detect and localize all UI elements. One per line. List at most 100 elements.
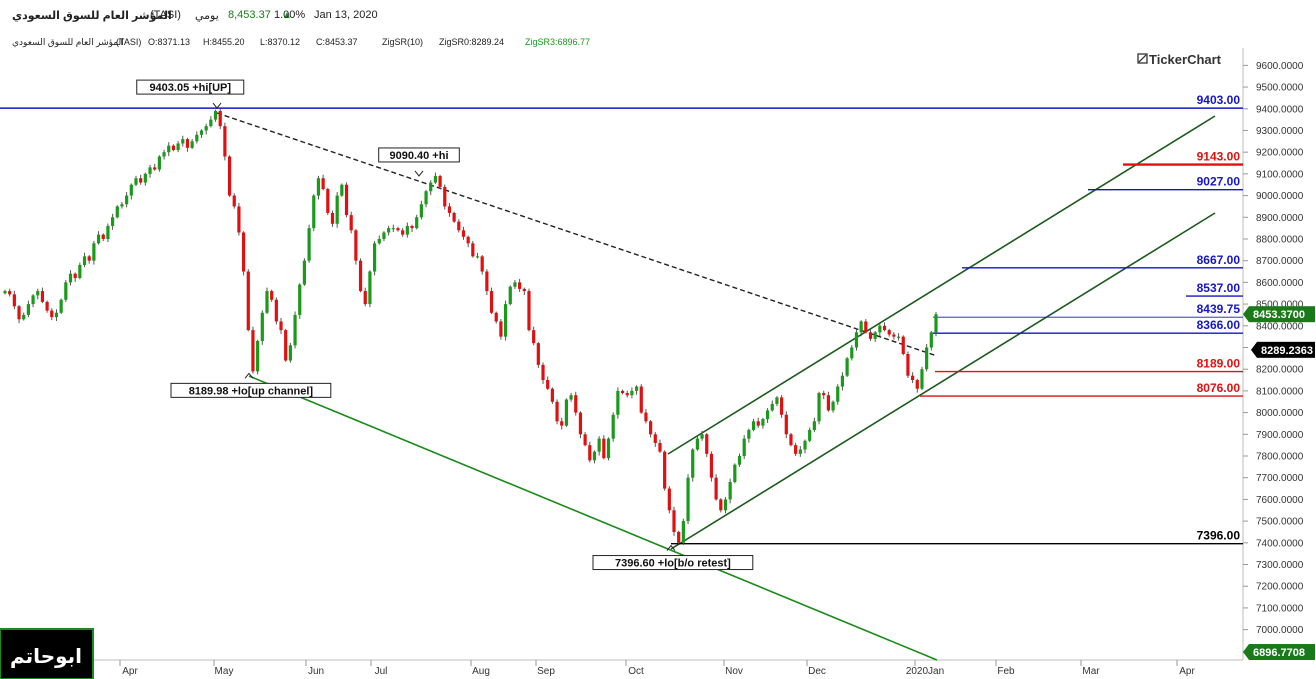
candle-body: [527, 291, 531, 331]
ohlc-open: O:8371.13: [148, 37, 191, 47]
candle-body: [87, 256, 91, 261]
candle-body: [812, 421, 816, 430]
candle-body: [195, 134, 199, 142]
candle-body: [270, 291, 274, 300]
candle-body: [887, 330, 891, 335]
lower-down-channel-line: [248, 375, 938, 661]
level-label: 7396.00: [1197, 529, 1241, 543]
candle-body: [204, 126, 208, 131]
price-tag-label: 8453.3700: [1253, 309, 1305, 321]
candle-body: [541, 364, 545, 381]
candle-body: [653, 434, 657, 443]
candle-body: [106, 225, 110, 239]
candle-body: [424, 191, 428, 205]
candle-body: [31, 295, 35, 305]
candle-body: [143, 173, 147, 183]
candle-body: [911, 375, 915, 381]
candle-body: [649, 421, 653, 435]
candle-body: [387, 228, 391, 233]
candle-body: [569, 395, 573, 400]
candle-body: [139, 178, 143, 183]
candle-body: [307, 228, 311, 261]
candle-body: [808, 429, 812, 441]
candle-body: [312, 195, 316, 229]
candle-body: [326, 189, 330, 213]
candle-body: [438, 176, 442, 187]
candle-body: [494, 312, 498, 322]
up-channel-lower-line: [670, 212, 1216, 550]
dashed-downtrend-line: [216, 112, 938, 357]
y-tick-label: 7800.0000: [1256, 452, 1304, 463]
pivot-label-box: [136, 79, 245, 95]
pivot-label-box: [170, 382, 332, 398]
y-tick-label: 8800.0000: [1256, 234, 1304, 245]
candle-body: [36, 291, 40, 296]
y-tick-label: 7400.0000: [1256, 538, 1304, 549]
candle-body: [733, 464, 737, 483]
candle-body: [822, 393, 826, 396]
candle-body: [316, 178, 321, 196]
candle-body: [415, 217, 419, 229]
candle-body: [606, 438, 611, 459]
candle-body: [925, 347, 929, 370]
candle-body: [709, 453, 714, 478]
candle-body: [868, 332, 873, 339]
price-tag-box: [1249, 644, 1315, 661]
x-tick-label: 2020Jan: [906, 666, 944, 677]
candle-body: [241, 232, 246, 272]
y-tick-label: 8100.0000: [1256, 386, 1304, 397]
ohlc-symbol-name: المؤشر العام للسوق السعودي: [12, 37, 124, 47]
support-resistance-levels: 9403.00 9143.00 9027.00 8667.00 8537.00 8439.…: [0, 93, 1243, 545]
candle-body: [882, 325, 887, 331]
candle-body: [340, 184, 344, 196]
candle-body: [672, 510, 676, 532]
candle-body: [302, 260, 307, 285]
candle-body: [742, 438, 746, 456]
brand-name: TickerChart: [1149, 52, 1222, 67]
candle-body: [101, 234, 105, 239]
x-tick-label: Apr: [1179, 666, 1195, 677]
candle-body: [410, 225, 414, 229]
candle-body: [499, 321, 503, 337]
candle-body: [433, 176, 438, 183]
x-tick-label: Mar: [1082, 666, 1100, 677]
candle-body: [354, 230, 358, 261]
pivot-marker: [244, 372, 254, 379]
y-tick-label: 9300.0000: [1256, 126, 1304, 137]
x-tick-label: Sep: [537, 666, 555, 677]
candle-body: [840, 375, 845, 387]
ohlc-close: C:8453.37: [316, 37, 358, 47]
trend-lines: [216, 112, 1216, 661]
candle-body: [22, 314, 26, 320]
pivot-label-box: [592, 555, 754, 571]
candle-body: [616, 390, 620, 415]
candle-body: [92, 243, 96, 261]
candle-body: [560, 421, 564, 426]
candle-body: [260, 312, 264, 341]
y-tick-label: 7500.0000: [1256, 517, 1304, 528]
candle-body: [775, 397, 779, 404]
candle-body: [120, 204, 124, 207]
candle-body: [125, 195, 129, 205]
candle-body: [199, 130, 204, 135]
candle-body: [564, 399, 569, 426]
candle-body: [321, 178, 325, 190]
candle-body: [171, 145, 176, 150]
price-tag-box: [1257, 341, 1315, 358]
x-tick-label: Oct: [628, 666, 644, 677]
candle-body: [452, 212, 456, 222]
candle-body: [789, 434, 793, 446]
candle-body: [298, 284, 302, 315]
symbol-code: (TASI): [150, 9, 181, 21]
price-tag-pointer: [1243, 306, 1249, 323]
candle-body: [611, 414, 615, 439]
candle-body: [466, 236, 470, 244]
candle-body: [667, 488, 671, 511]
y-tick-label: 8600.0000: [1256, 278, 1304, 289]
candle-body: [934, 314, 938, 333]
level-label: 9403.00: [1197, 93, 1241, 107]
candle-body: [148, 167, 152, 174]
candle-body: [794, 445, 798, 454]
candle-body: [447, 206, 452, 213]
